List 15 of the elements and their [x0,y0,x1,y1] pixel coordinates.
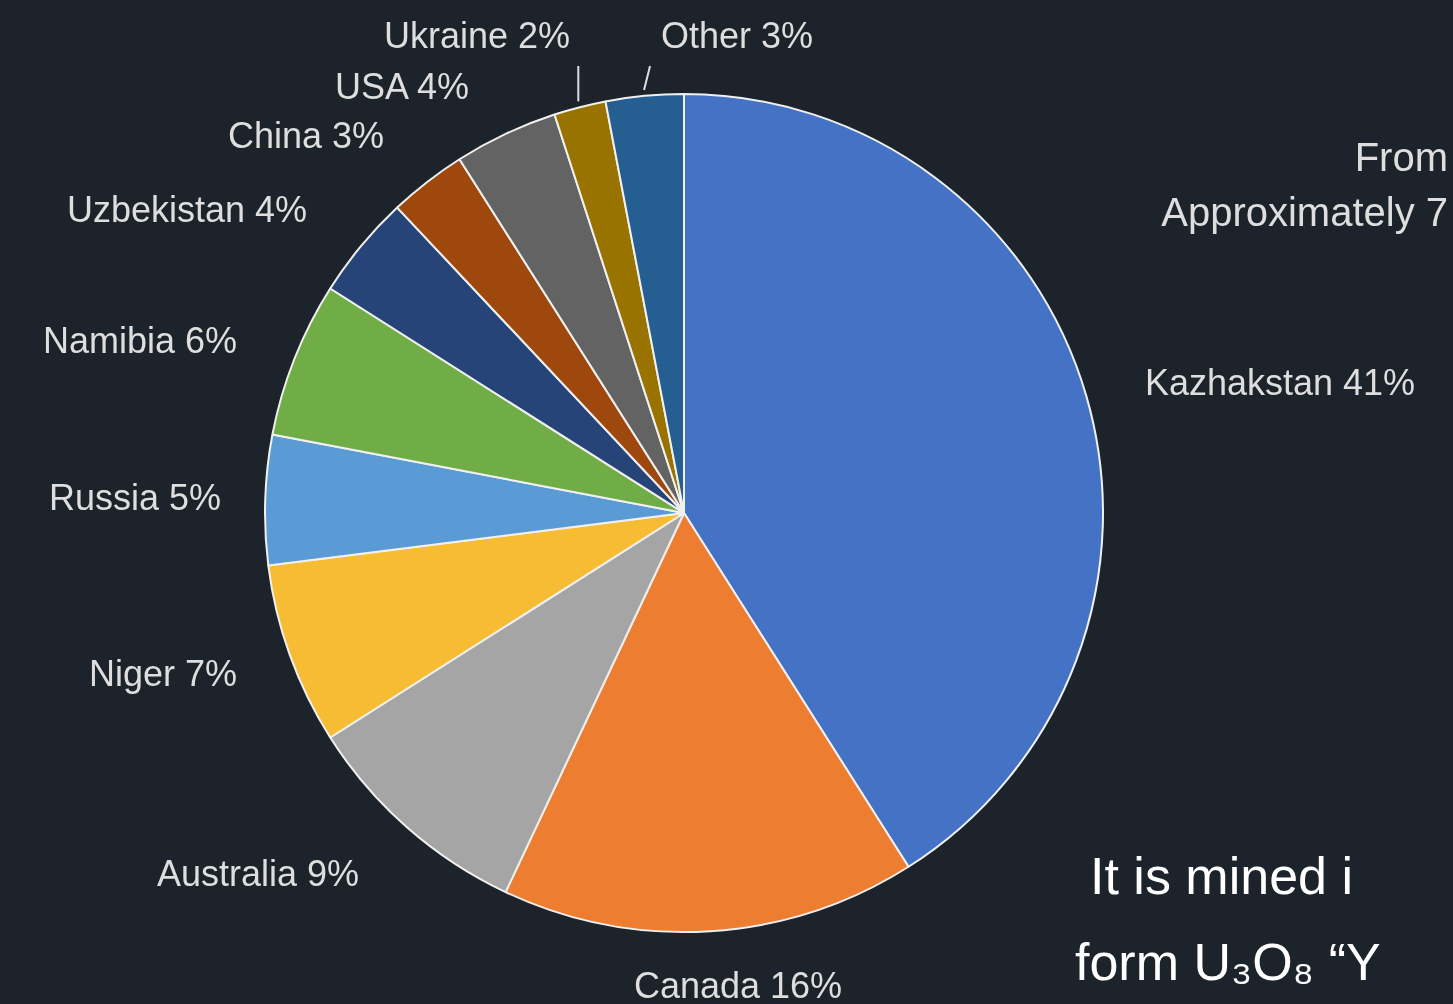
text: Approximately 7 [1161,190,1448,235]
slice-label: Australia 9% [156,852,360,894]
slice-label: China 3% [227,114,385,156]
text: From [1354,135,1448,180]
slice-label: Kazhakstan 41% [1144,361,1416,403]
slice-label: Other 3% [660,14,814,56]
slice-label: Niger 7% [88,652,238,694]
slice-label: Russia 5% [48,476,222,518]
text: It is mined i [1090,847,1353,906]
slice-label: Canada 16% [633,964,843,1004]
slice-label: Namibia 6% [42,319,238,361]
slice-label: Uzbekistan 4% [66,188,308,230]
slice-label: Ukraine 2% [383,14,571,56]
text: form U₃O₈ “Y [1075,933,1381,992]
slice-label: USA 4% [334,65,470,107]
